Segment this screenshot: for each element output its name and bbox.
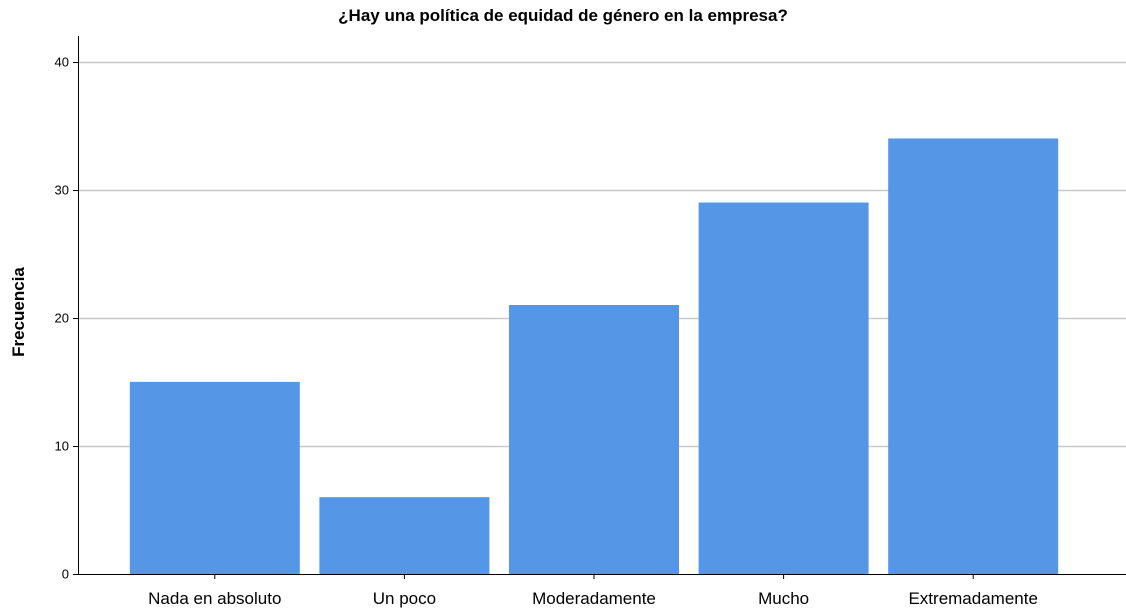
x-category-label-1: Nada en absoluto	[148, 589, 281, 608]
y-tick-label-40: 40	[55, 55, 69, 70]
x-category-label-3: Moderadamente	[532, 589, 656, 608]
y-tick-label-0: 0	[62, 567, 69, 582]
y-tick-label-30: 30	[55, 183, 69, 198]
x-category-label-5: Extremadamente	[908, 589, 1037, 608]
bar-4	[698, 202, 869, 574]
x-category-label-2: Un poco	[373, 589, 436, 608]
x-category-label-4: Mucho	[758, 589, 809, 608]
bar-5	[888, 138, 1059, 574]
bars	[129, 138, 1059, 574]
bar-2	[319, 497, 490, 574]
bar-1	[129, 381, 300, 574]
x-category-labels: Nada en absoluto Un poco Moderadamente Much…	[148, 589, 1038, 608]
y-tick-labels: 0 10 20 30 40	[55, 55, 69, 582]
bar-3	[509, 305, 679, 574]
y-tick-label-10: 10	[55, 439, 69, 454]
axes	[73, 36, 1126, 579]
y-tick-label-20: 20	[55, 311, 69, 326]
chart-title: ¿Hay una política de equidad de género e…	[338, 6, 788, 25]
